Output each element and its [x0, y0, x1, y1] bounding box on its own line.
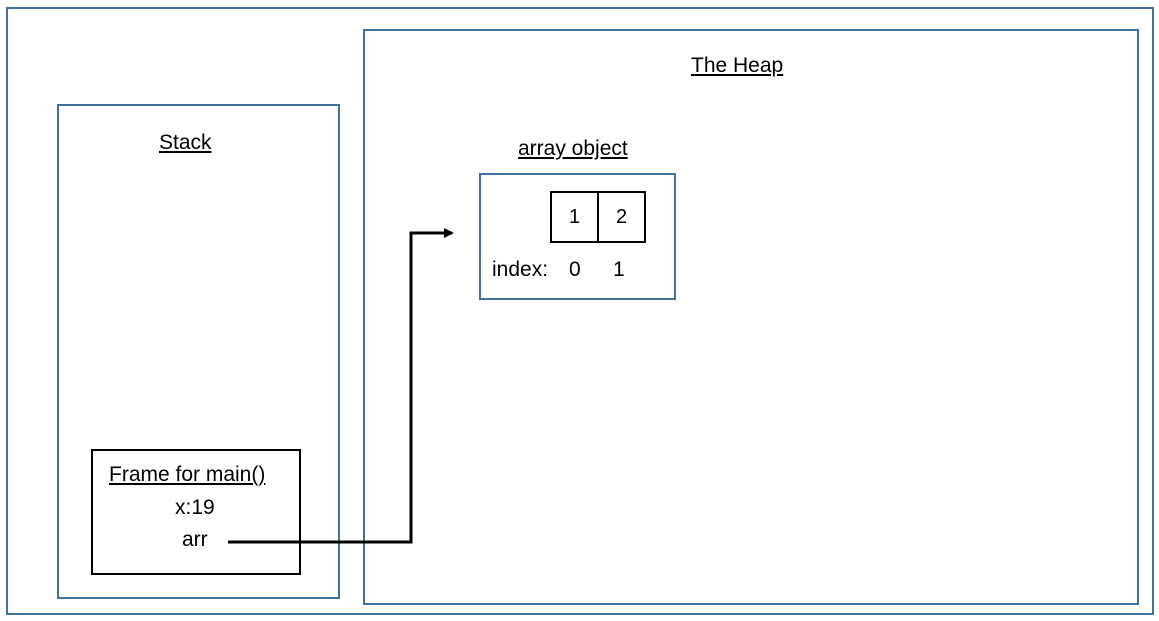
frame-title: Frame for main() [109, 463, 266, 486]
array-object-title: array object [518, 137, 628, 160]
main-frame [91, 449, 301, 575]
array-cell-1: 2 [597, 191, 646, 243]
stack-title: Stack [159, 131, 212, 154]
stack-region [57, 104, 340, 599]
array-value-0: 1 [568, 205, 581, 228]
index-0: 0 [569, 258, 581, 281]
frame-var-x: x:19 [175, 496, 215, 519]
frame-var-arr: arr [182, 528, 208, 551]
array-object-box [479, 173, 676, 300]
heap-region [363, 29, 1139, 605]
heap-title: The Heap [691, 54, 784, 77]
diagram-border [6, 7, 1154, 615]
index-1: 1 [613, 258, 625, 281]
index-label: index: [492, 258, 549, 281]
array-value-1: 2 [615, 205, 628, 228]
